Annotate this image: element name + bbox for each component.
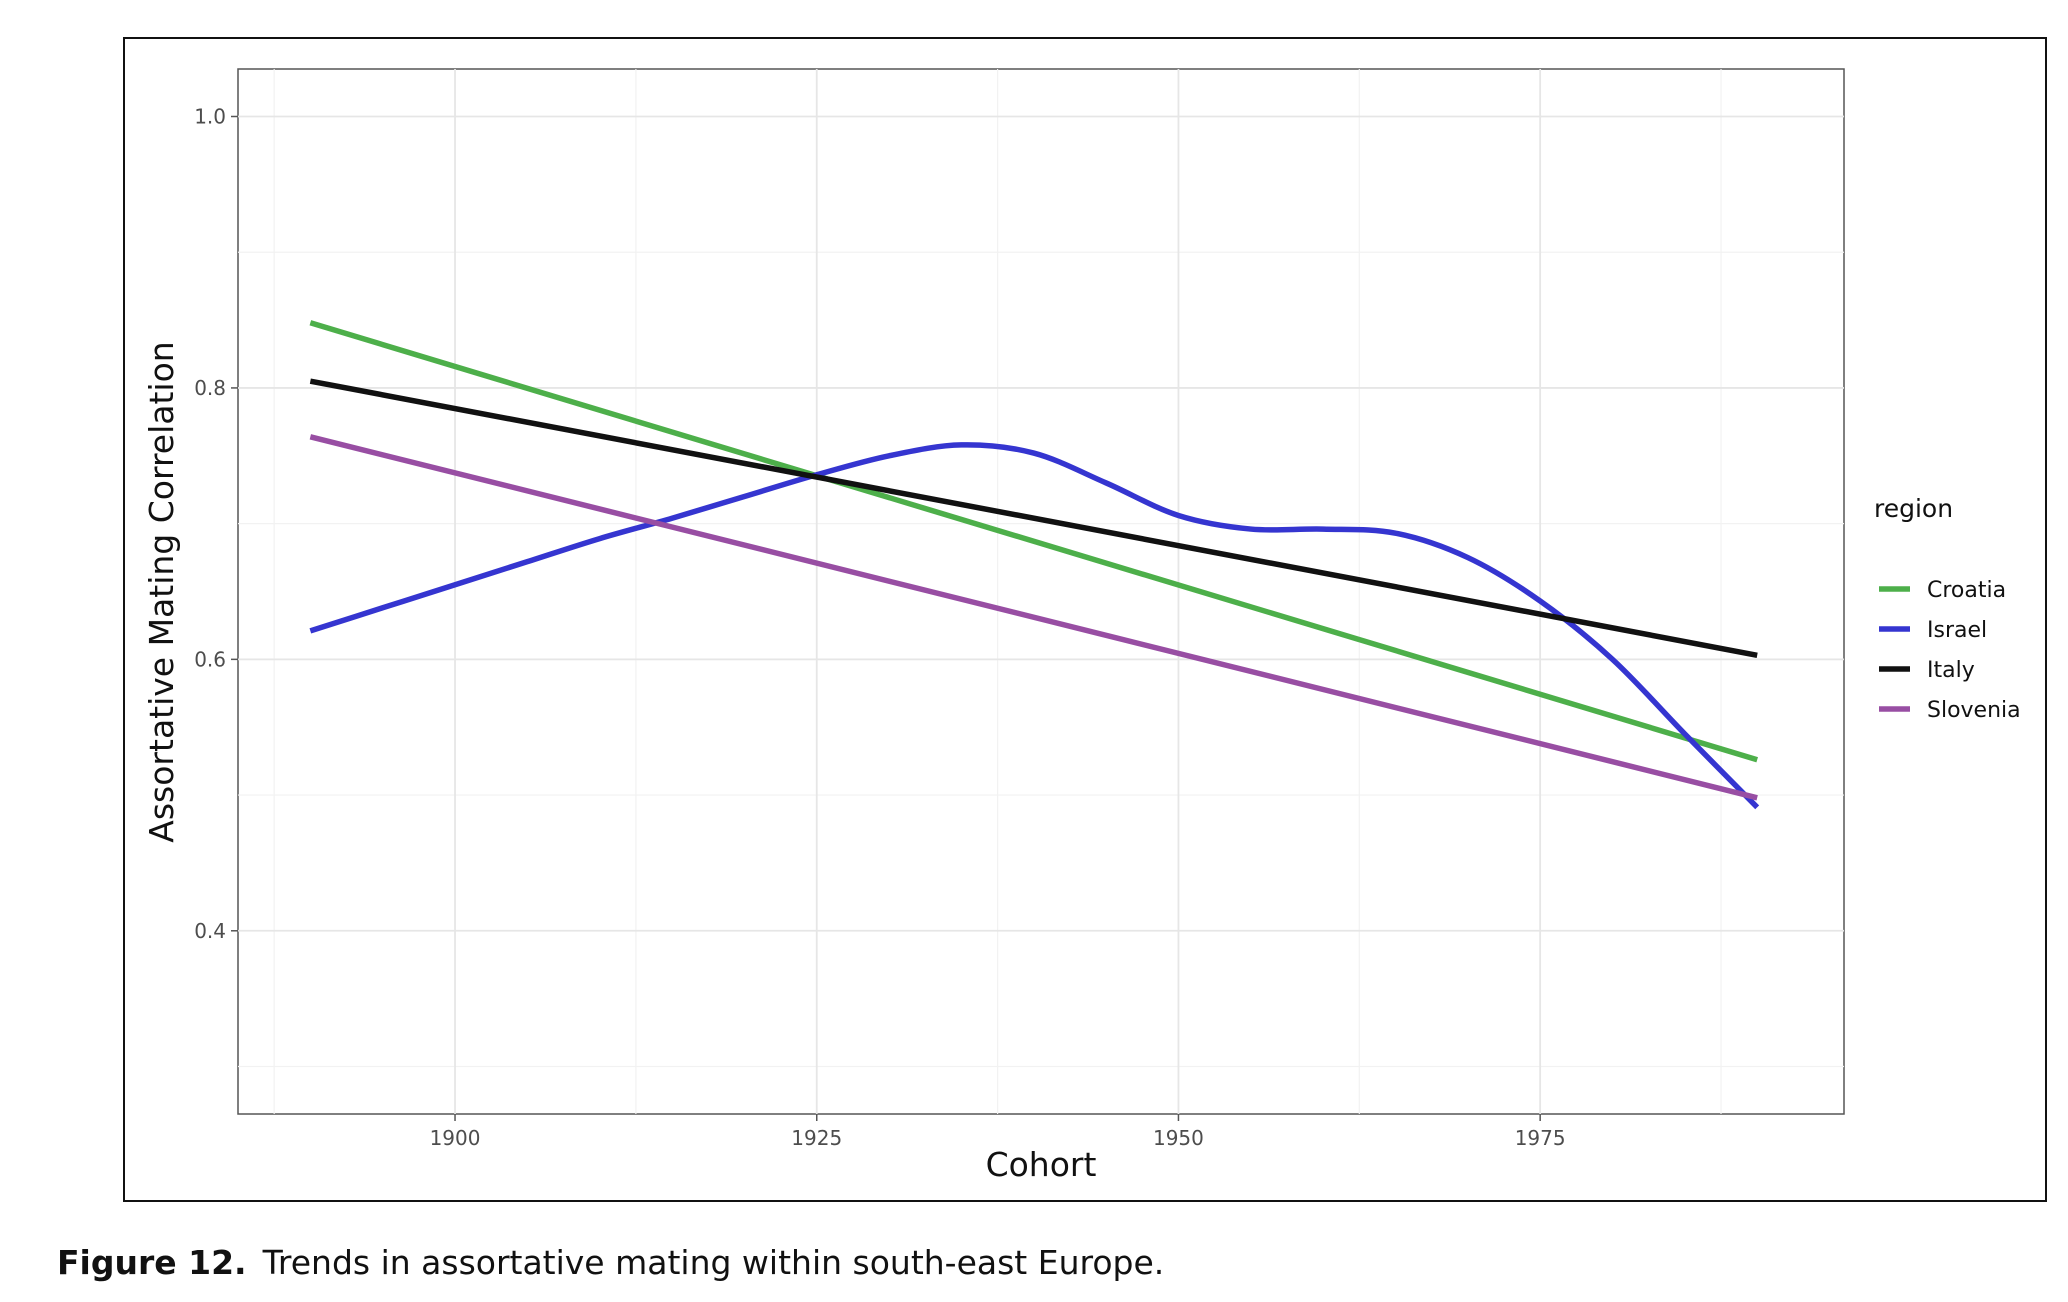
legend-label-italy: Italy bbox=[1927, 658, 1975, 683]
y-axis-title: Assortative Mating Correlation bbox=[142, 341, 181, 842]
figure-frame: 1900 1925 1950 1975 0.4 0.6 0.8 1.0 Cohort Ass… bbox=[123, 37, 2047, 1202]
grid-minor bbox=[238, 69, 1844, 1114]
series-line-italy bbox=[309, 378, 1758, 658]
figure-label: Figure 12. bbox=[57, 1243, 247, 1282]
y-axis-ticks: 0.4 0.6 0.8 1.0 bbox=[194, 105, 238, 943]
grid-major bbox=[238, 69, 1844, 1114]
series-line-croatia bbox=[309, 320, 1758, 763]
x-axis-ticks: 1900 1925 1950 1975 bbox=[430, 1114, 1566, 1150]
x-tick-label-3: 1975 bbox=[1515, 1126, 1566, 1150]
legend-label-israel: Israel bbox=[1927, 618, 1987, 643]
x-tick-label-1: 1925 bbox=[791, 1126, 842, 1150]
legend-title: region bbox=[1874, 494, 1953, 523]
series-lines bbox=[309, 320, 1760, 810]
x-axis-title: Cohort bbox=[986, 1145, 1097, 1184]
legend-items: Croatia Israel Italy Slovenia bbox=[1879, 578, 2021, 723]
x-tick-label-2: 1950 bbox=[1153, 1126, 1204, 1150]
legend: region Croatia Israel Italy Slovenia bbox=[1874, 494, 2021, 723]
y-tick-label-0: 0.4 bbox=[194, 919, 226, 943]
figure-caption-text: Trends in assortative mating within sout… bbox=[262, 1243, 1165, 1282]
y-tick-label-3: 1.0 bbox=[194, 105, 226, 129]
legend-label-croatia: Croatia bbox=[1927, 578, 2006, 603]
plot-panel bbox=[237, 68, 1845, 1115]
chart: 1900 1925 1950 1975 0.4 0.6 0.8 1.0 Cohort Ass… bbox=[142, 68, 2021, 1184]
figure-caption: Figure 12. Trends in assortative mating w… bbox=[57, 1243, 1164, 1282]
legend-label-slovenia: Slovenia bbox=[1927, 698, 2021, 723]
y-tick-label-1: 0.6 bbox=[194, 647, 226, 671]
series-line-israel bbox=[309, 442, 1760, 810]
series-line-slovenia bbox=[309, 434, 1758, 801]
y-tick-label-2: 0.8 bbox=[194, 376, 226, 400]
x-tick-label-0: 1900 bbox=[430, 1126, 481, 1150]
